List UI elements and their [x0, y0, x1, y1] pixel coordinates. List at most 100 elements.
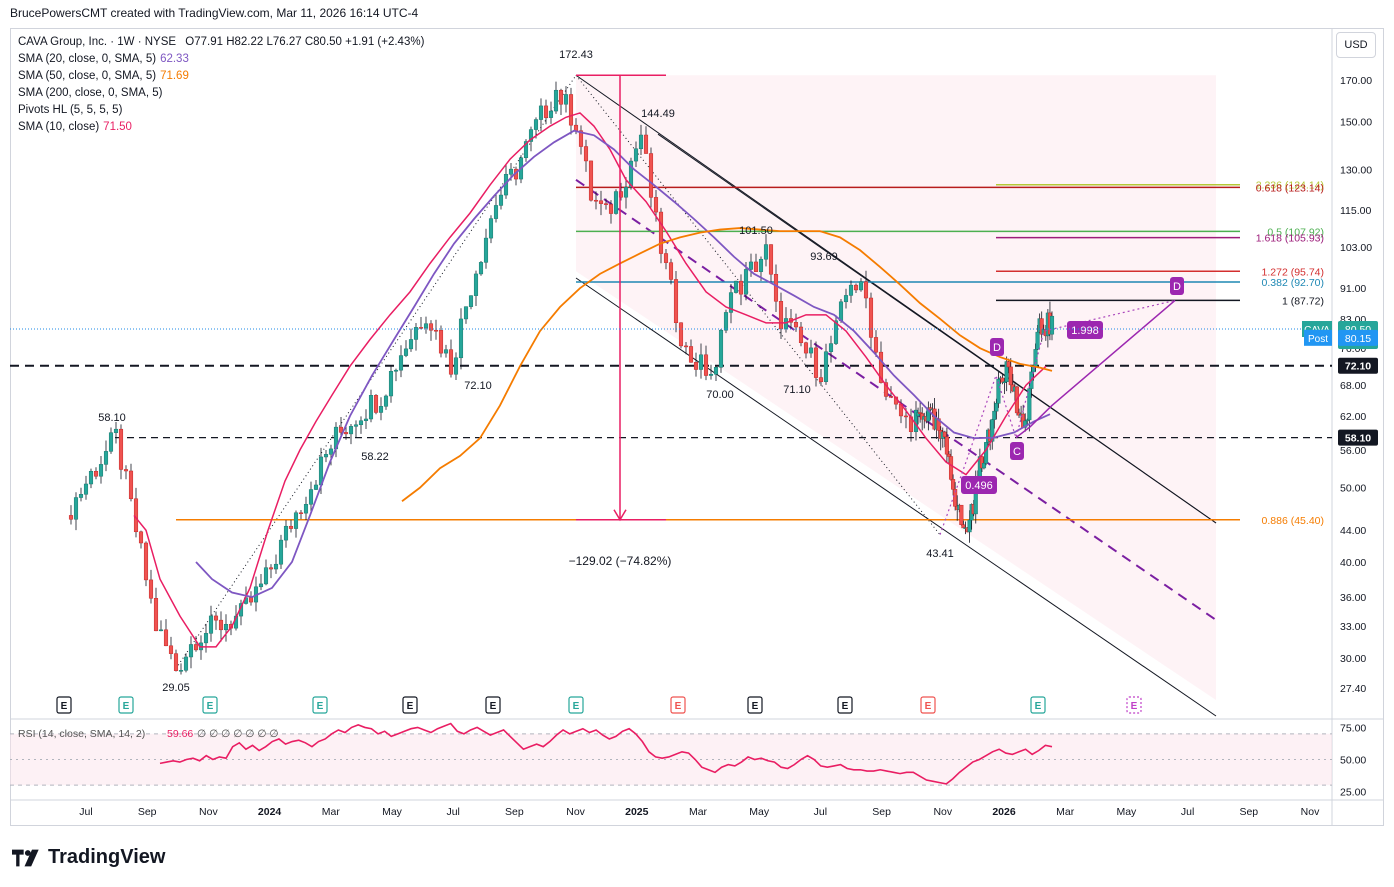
event-box [568, 696, 584, 714]
price-axis-marker: 58.10 [1338, 429, 1378, 446]
fib-level-label: 0.382 (92.70) [1262, 277, 1324, 289]
candle [403, 340, 409, 358]
candle [663, 248, 669, 270]
candle [363, 409, 369, 429]
time-tick-label: Sep [872, 806, 891, 818]
fib-level-label: 1.272 (95.74) [1262, 266, 1324, 278]
candle [748, 253, 754, 277]
candle-body [128, 470, 134, 500]
candle [568, 87, 574, 135]
candle [783, 307, 789, 333]
candle-body [418, 327, 424, 329]
event-letter: E [207, 701, 214, 712]
candle [588, 160, 594, 202]
candle [733, 280, 739, 294]
candle [843, 288, 849, 309]
candle [113, 422, 119, 444]
post-tag-box [1304, 329, 1332, 346]
candle [698, 343, 704, 379]
legend-sma200[interactable]: SMA (200, close, 0, SMA, 5) [18, 87, 163, 99]
candle-body [258, 583, 264, 588]
time-tick-label: Mar [689, 806, 708, 818]
candle-body [1049, 315, 1055, 335]
candle [863, 270, 869, 309]
candle-body [463, 306, 469, 320]
harmonic-point-b: D [990, 338, 1004, 356]
price-tick-label: 103.00 [1340, 242, 1372, 254]
fib-level-label: 0.5 (107.92) [1267, 226, 1324, 238]
candle [853, 283, 859, 293]
candle-body [703, 354, 709, 376]
candle-body [618, 191, 624, 198]
pivot-price-label: 93.69 [810, 251, 838, 263]
time-tick-label: Mar [1056, 806, 1075, 818]
rsi-line [159, 722, 1053, 785]
candle-body [643, 134, 649, 154]
legend-pivots[interactable]: Pivots HL (5, 5, 5, 5) [18, 104, 123, 116]
legend-sma50[interactable]: SMA (50, close, 0, SMA, 5) 71.69 [18, 70, 189, 82]
candle-body [688, 346, 694, 363]
candle-body [373, 395, 379, 413]
price-marker-box [1338, 429, 1378, 446]
legend-ohlc: O77.91 H82.22 L76.27 C80.50 +1.91 (+2.43… [185, 36, 425, 48]
candle-body [583, 146, 589, 162]
brand-name: TradingView [48, 846, 166, 868]
candle-body [718, 329, 724, 368]
badge-box [961, 476, 997, 494]
candle [944, 427, 949, 463]
measure-label: −129.02 (−74.82%) [569, 554, 672, 568]
candle-body [623, 186, 629, 198]
candle-body [593, 199, 599, 202]
candle [878, 341, 884, 384]
legend-sma50-value: 71.69 [160, 70, 189, 82]
candle-body [248, 597, 254, 603]
time-tick-label: Mar [322, 806, 341, 818]
candle [268, 564, 274, 579]
harmonic-dotted [939, 299, 1176, 535]
earnings-event-marker: E [202, 696, 218, 714]
candle-body [573, 124, 579, 131]
candle-body [388, 371, 394, 397]
candle-body [183, 656, 189, 671]
currency-button[interactable]: USD [1336, 32, 1376, 58]
legend-sma20[interactable]: SMA (20, close, 0, SMA, 5) 62.33 [18, 53, 189, 65]
time-tick-label: May [1116, 806, 1137, 818]
fib-level-label: 1 (87.72) [1282, 295, 1324, 307]
earnings-event-marker: E [1126, 696, 1142, 714]
price-tick-label: 56.00 [1340, 445, 1366, 457]
candle-body [498, 194, 504, 206]
fib-level-label: 1.618 (105.93) [1256, 233, 1324, 245]
candle [248, 591, 254, 606]
price-marker-label: 58.10 [1345, 433, 1371, 445]
candle [613, 189, 619, 215]
trend-dotted-down [575, 74, 941, 536]
event-box [747, 696, 763, 714]
price-tick-label: 62.00 [1340, 411, 1366, 423]
sma10-line [133, 112, 1047, 648]
candle-body [153, 598, 159, 632]
candle [868, 292, 874, 350]
earnings-event-marker: E [670, 696, 686, 714]
badge-text: D [993, 342, 1001, 354]
badge-box [1067, 321, 1103, 339]
candle [418, 317, 424, 330]
candle-body [263, 567, 269, 585]
time-tick-label: Nov [566, 806, 585, 818]
candle [208, 605, 214, 642]
candle-body [433, 329, 439, 332]
earnings-event-marker: E [312, 696, 328, 714]
candle-body [408, 339, 414, 350]
indicator-legend: CAVA Group, Inc. · 1W · NYSE O77.91 H82.… [18, 34, 424, 136]
candle [283, 520, 289, 548]
candle [959, 504, 964, 526]
event-letter: E [925, 701, 932, 712]
pivot-price-label: 172.43 [559, 49, 593, 61]
candle-body [803, 342, 809, 354]
candle-body [178, 670, 184, 672]
legend-sma10[interactable]: SMA (10, close) 71.50 [18, 121, 132, 133]
event-letter: E [752, 701, 759, 712]
legend-symbol-row[interactable]: CAVA Group, Inc. · 1W · NYSE O77.91 H82.… [18, 34, 424, 51]
trend-dotted-up [175, 74, 577, 669]
candle-body [323, 454, 329, 458]
